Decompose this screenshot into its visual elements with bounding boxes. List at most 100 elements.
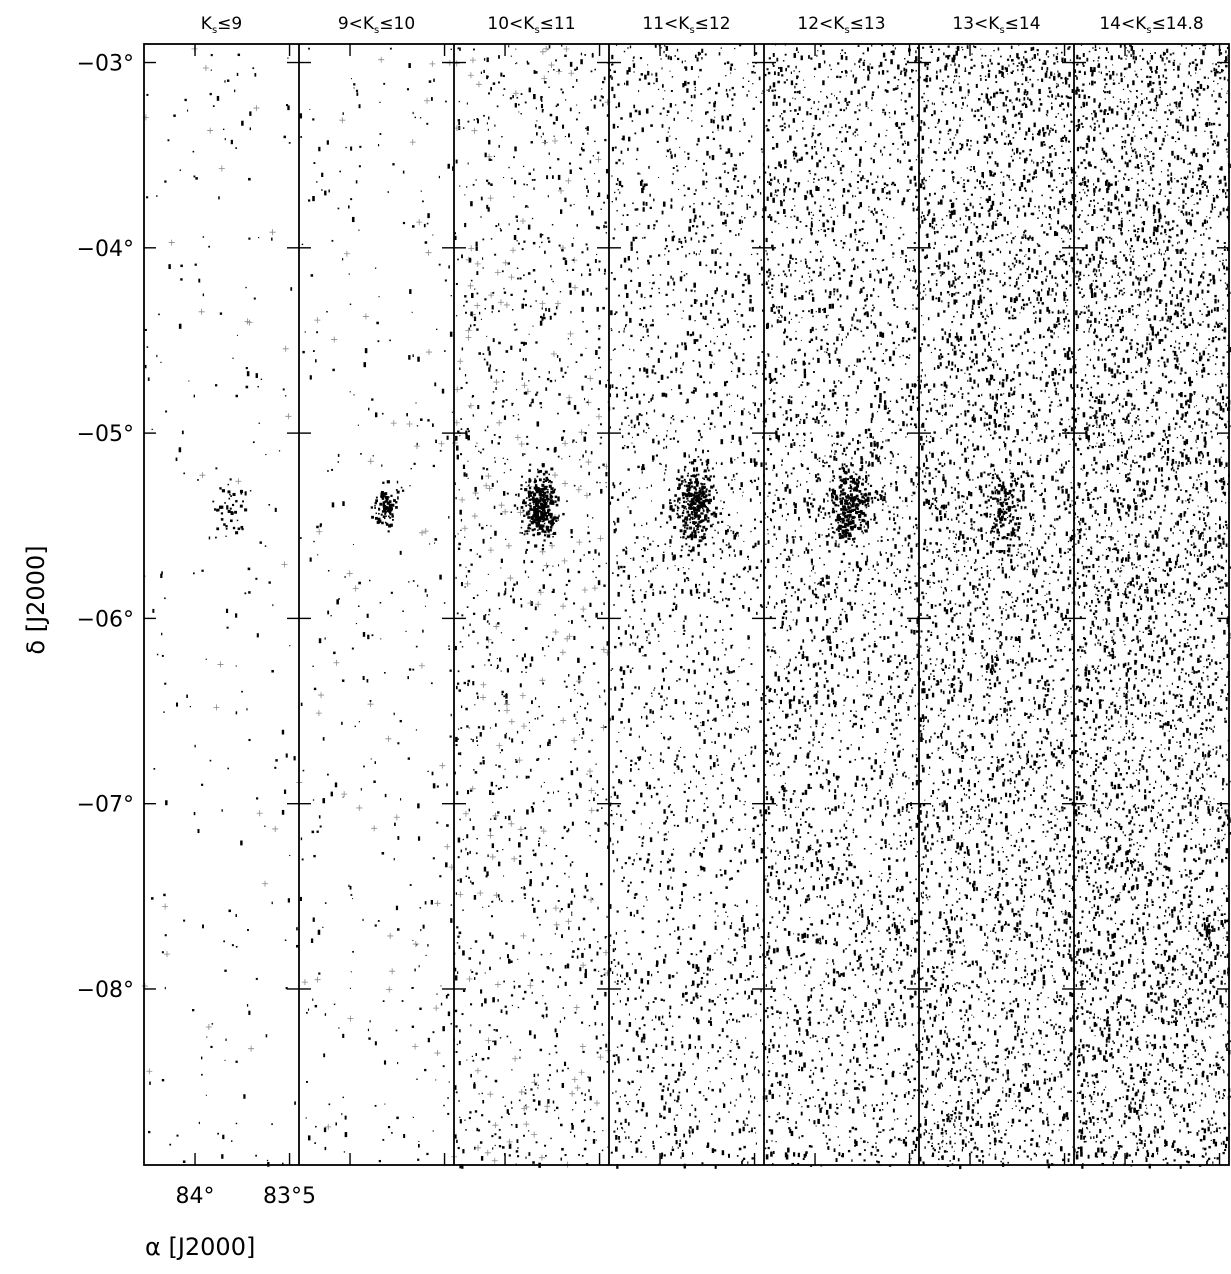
- star-point: [282, 345, 289, 352]
- star-point: [434, 1050, 441, 1057]
- star-point: [587, 822, 590, 825]
- star-point: [411, 987, 414, 989]
- cluster-star: [389, 508, 393, 512]
- star-point: [661, 1152, 664, 1157]
- star-point: [635, 236, 638, 240]
- cluster-star: [539, 496, 542, 499]
- star-point: [739, 130, 741, 132]
- star-point: [545, 1154, 547, 1157]
- star-point: [580, 485, 582, 487]
- cluster-star: [556, 516, 559, 520]
- star-point: [683, 194, 686, 197]
- cluster-star: [538, 525, 541, 528]
- star-point: [327, 470, 329, 472]
- cluster-star: [549, 542, 552, 545]
- cluster-star: [375, 499, 379, 503]
- star-point: [654, 947, 657, 950]
- star-point: [561, 1147, 564, 1151]
- star-point: [483, 866, 487, 872]
- star-point: [681, 898, 684, 902]
- panel-stars-3: [451, 44, 612, 1169]
- star-point: [643, 802, 646, 806]
- star-point: [634, 542, 636, 544]
- star-point: [725, 187, 728, 193]
- star-point: [735, 167, 738, 170]
- star-point: [552, 536, 554, 538]
- star-point: [648, 427, 650, 429]
- cluster-star: [678, 502, 681, 504]
- cluster-star: [552, 492, 555, 494]
- cluster-star: [680, 549, 683, 552]
- star-point: [342, 112, 344, 115]
- star-point: [482, 906, 484, 908]
- star-point: [705, 180, 708, 183]
- star-point: [377, 144, 380, 147]
- star-point: [634, 109, 638, 113]
- star-point: [576, 104, 578, 106]
- star-point: [630, 557, 632, 560]
- star-point: [454, 771, 456, 775]
- star-point: [646, 411, 648, 415]
- star-point: [616, 973, 618, 976]
- star-point: [691, 531, 694, 536]
- star-point: [621, 1126, 623, 1129]
- star-point: [597, 192, 601, 197]
- star-point: [684, 166, 686, 168]
- star-point: [648, 401, 650, 403]
- star-point: [502, 491, 506, 496]
- cluster-star: [697, 531, 700, 534]
- star-point: [173, 114, 176, 117]
- star-point: [648, 580, 650, 583]
- star-point: [638, 647, 641, 653]
- star-point: [498, 502, 505, 509]
- star-point: [559, 1020, 561, 1023]
- star-point: [466, 852, 469, 856]
- star-point: [302, 350, 305, 354]
- star-point: [579, 167, 581, 170]
- star-point: [526, 530, 529, 533]
- star-point: [502, 94, 504, 96]
- star-point: [467, 435, 470, 441]
- star-point: [527, 1130, 530, 1132]
- star-point: [660, 752, 662, 756]
- star-point: [633, 784, 636, 787]
- star-point: [616, 126, 619, 128]
- cluster-star: [538, 516, 541, 519]
- star-point: [472, 630, 475, 633]
- star-point: [738, 828, 741, 831]
- star-point: [485, 645, 489, 649]
- star-point: [714, 1067, 718, 1070]
- star-point: [610, 496, 614, 499]
- star-point: [743, 929, 746, 934]
- star-point: [712, 553, 715, 557]
- star-point: [530, 560, 534, 563]
- star-point: [425, 954, 427, 957]
- star-point: [524, 627, 528, 630]
- star-point: [331, 239, 334, 242]
- star-point: [602, 788, 604, 790]
- star-point: [643, 429, 645, 433]
- cluster-star: [539, 516, 543, 519]
- star-point: [377, 920, 380, 922]
- star-point: [633, 810, 636, 814]
- star-point: [582, 142, 585, 145]
- star-point: [731, 1018, 735, 1021]
- star-point: [567, 330, 574, 337]
- star-point: [512, 415, 515, 417]
- star-point: [589, 835, 591, 837]
- star-point: [643, 905, 645, 907]
- star-point: [647, 1064, 650, 1068]
- star-point: [568, 162, 572, 165]
- star-point: [497, 894, 500, 898]
- star-point: [576, 78, 578, 82]
- cluster-star: [212, 500, 215, 503]
- star-point: [457, 891, 464, 898]
- star-point: [736, 313, 738, 316]
- star-point: [642, 201, 645, 206]
- star-point: [734, 310, 736, 312]
- star-point: [510, 960, 513, 963]
- star-point: [505, 399, 508, 401]
- star-point: [456, 1043, 459, 1046]
- star-point: [574, 1011, 577, 1014]
- star-point: [712, 812, 715, 817]
